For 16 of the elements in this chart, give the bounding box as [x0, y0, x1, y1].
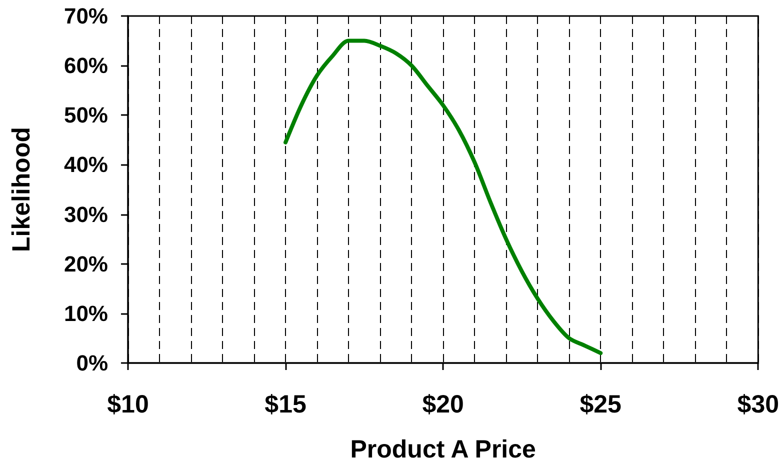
y-tick-label: 70%	[64, 4, 108, 28]
x-axis-title: Product A Price	[350, 436, 536, 464]
y-tick-label: 0%	[76, 350, 108, 376]
y-axis-title: Likelihood	[8, 127, 36, 252]
x-tick-label: $25	[580, 390, 622, 418]
line-series	[284, 38, 603, 356]
x-tick-label: $20	[422, 390, 464, 418]
y-tick-label: 40%	[64, 152, 108, 178]
y-tick-label: 20%	[64, 251, 108, 276]
x-tick-label: $30	[737, 390, 780, 418]
x-tick-label: $15	[264, 390, 306, 418]
y-tick-label: 60%	[64, 53, 108, 78]
x-tick-label: $10	[107, 390, 149, 418]
y-tick-label: 10%	[64, 300, 108, 326]
y-tick-label: 30%	[64, 202, 108, 227]
y-tick-label: 50%	[64, 102, 108, 128]
